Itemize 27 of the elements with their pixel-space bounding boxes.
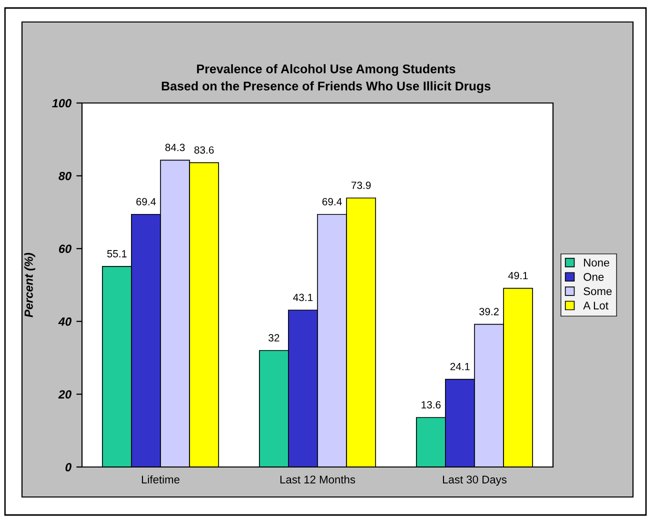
y-tick-label: 60 bbox=[59, 244, 72, 253]
legend-label: None bbox=[584, 258, 610, 267]
data-label: 43.1 bbox=[293, 294, 313, 302]
x-tick-label: Last 12 Months bbox=[280, 475, 356, 484]
data-label: 49.1 bbox=[508, 272, 528, 280]
data-label: 39.2 bbox=[479, 308, 499, 316]
y-tick-label: 0 bbox=[66, 463, 72, 472]
y-axis-title: Percent (%) bbox=[24, 252, 36, 318]
data-label: 69.4 bbox=[136, 198, 156, 206]
data-label: 84.3 bbox=[165, 144, 185, 152]
y-tick-label: 100 bbox=[52, 99, 72, 108]
legend-label: A Lot bbox=[583, 302, 608, 310]
x-tick-label: Lifetime bbox=[142, 475, 180, 484]
x-tick-label: Last 30 Days bbox=[442, 476, 507, 486]
data-label: 32 bbox=[268, 334, 280, 342]
data-label: 13.6 bbox=[422, 401, 441, 408]
y-tick-label: 80 bbox=[58, 172, 72, 180]
y-tick-label: 40 bbox=[58, 317, 72, 326]
data-label: 73.9 bbox=[351, 182, 371, 189]
data-label: 24.1 bbox=[450, 362, 470, 370]
data-label: 55.1 bbox=[107, 250, 127, 258]
data-label: 69.4 bbox=[322, 198, 342, 206]
y-tick-label: 20 bbox=[58, 390, 72, 399]
chart-title: Prevalence of Alcohol Use Among Students Based on the Presence of Friends Who Use Illicit Drugs bbox=[162, 64, 490, 93]
data-label: 83.6 bbox=[194, 146, 214, 154]
legend-label: One bbox=[584, 272, 604, 281]
legend-label: Some bbox=[584, 287, 612, 296]
